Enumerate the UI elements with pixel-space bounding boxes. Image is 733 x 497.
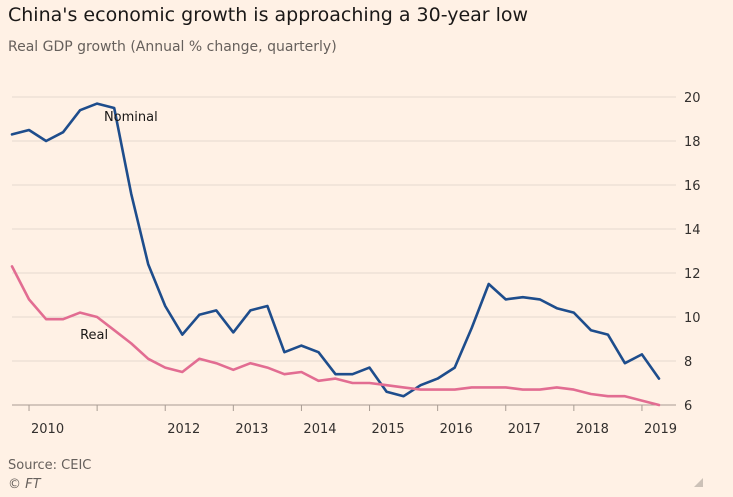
x-tick-label: 2010 [31,422,64,437]
resize-corner-icon [694,478,703,487]
y-tick-label: 16 [684,179,701,194]
x-tick-label: 2013 [235,422,268,437]
y-tick-label: 8 [684,355,692,370]
x-tick-label: 2016 [440,422,473,437]
x-tick-label: 2018 [576,422,609,437]
y-tick-label: 12 [684,267,701,282]
series-line-real [10,265,661,407]
series-layer [10,102,661,407]
y-tick-label: 6 [684,399,692,414]
x-tick-label: 2015 [372,422,405,437]
source-note: Source: CEIC [8,458,92,473]
label-layer: Nominal Real [80,110,158,343]
chart-title: China's economic growth is approaching a… [8,4,529,26]
x-tick-label: 2014 [303,422,336,437]
y-tick-label: 18 [684,135,701,150]
series-label-nominal: Nominal [104,110,158,125]
series-line-nominal [10,102,661,398]
y-tick-label: 14 [684,223,701,238]
x-tick-label: 2012 [167,422,200,437]
axis-layer: 6 8 10 12 14 16 18 20 2010 2012 2013 2014 2015 2016 20… [28,91,701,437]
y-tick-label: 20 [684,91,701,106]
x-tick-label: 2017 [508,422,541,437]
series-label-real: Real [80,328,108,343]
ft-credit: © FT [8,477,41,492]
chart-subtitle: Real GDP growth (Annual % change, quarte… [8,39,337,55]
x-tick-label: 2019 [644,422,677,437]
y-tick-label: 10 [684,311,701,326]
grid-layer [12,96,676,406]
